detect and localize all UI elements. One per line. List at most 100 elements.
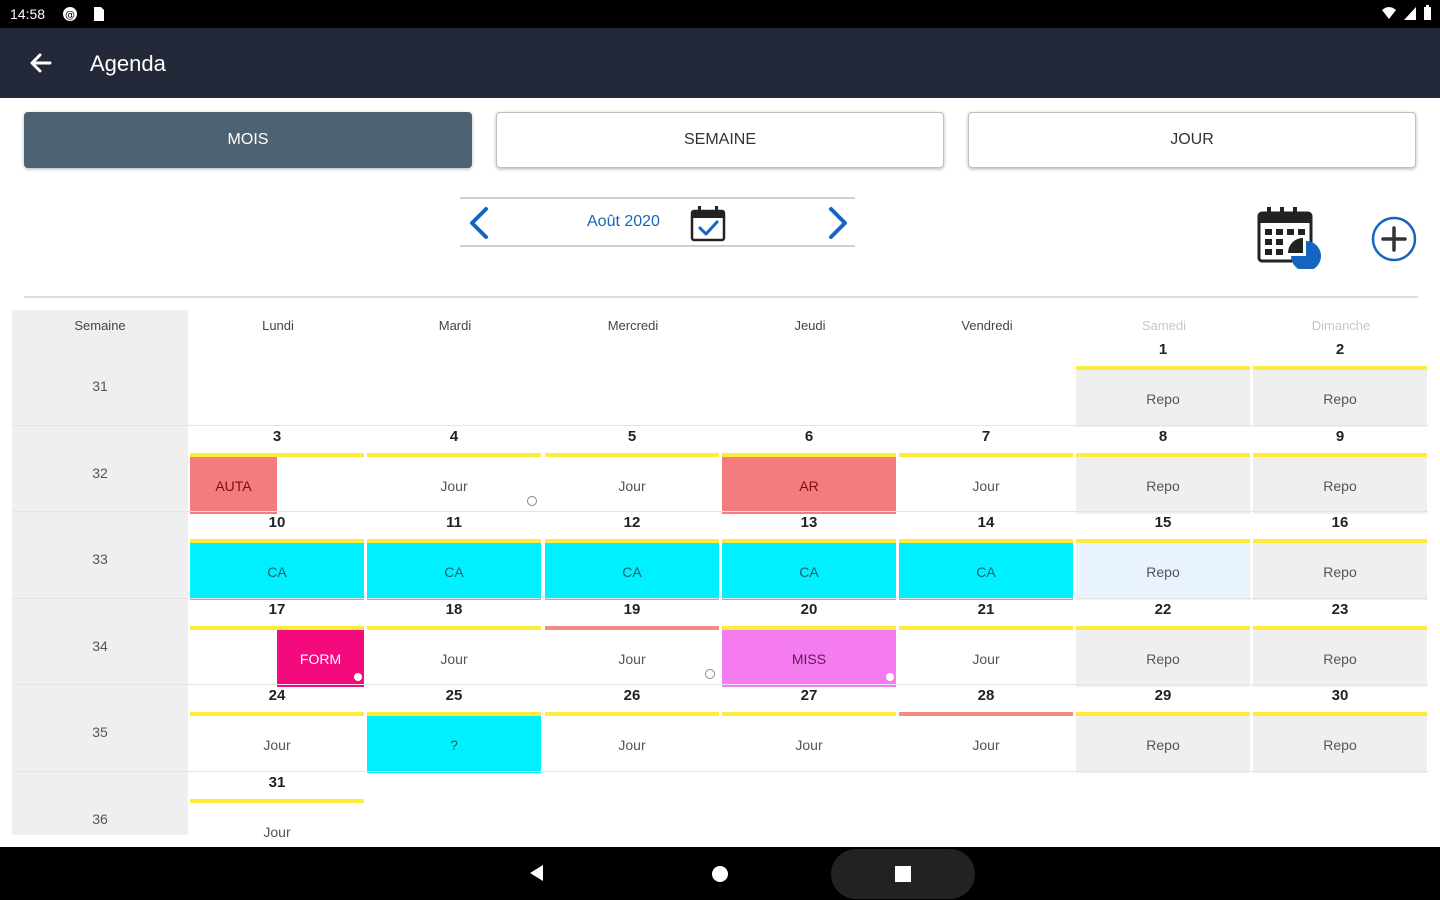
day-event-block[interactable]: Jour	[899, 457, 1073, 514]
day-event-block[interactable]: Repo	[1076, 543, 1250, 600]
day-event-label: Jour	[263, 736, 291, 753]
svg-text:@: @	[65, 10, 75, 21]
day-event-block[interactable]: AUTA	[190, 457, 277, 514]
day-status-line	[1253, 366, 1427, 370]
chevron-right-icon[interactable]	[823, 205, 853, 241]
day-event-label: CA	[799, 563, 819, 580]
app-bar: Agenda	[0, 28, 1440, 98]
day-cell[interactable]: 29 Repo	[1076, 687, 1250, 773]
day-event-block[interactable]: Jour	[367, 630, 541, 687]
day-event-label: Jour	[263, 823, 291, 840]
day-cell[interactable]: 3 AUTA	[190, 428, 364, 514]
day-event-label: Jour	[618, 650, 646, 667]
current-month-label[interactable]: Août 2020	[587, 213, 660, 230]
day-cell[interactable]: 15 Repo	[1076, 514, 1250, 600]
day-event-block[interactable]: Repo	[1076, 716, 1250, 773]
day-number: 3	[272, 428, 282, 445]
day-event-block[interactable]: CA	[190, 543, 364, 600]
day-cell[interactable]: 19 Jour	[545, 601, 719, 687]
day-status-line	[1076, 626, 1250, 630]
day-cell[interactable]: 25?	[367, 687, 541, 773]
day-cell[interactable]: 16 Repo	[1253, 514, 1427, 600]
day-event-block[interactable]: Jour	[722, 716, 896, 773]
sd-card-icon	[94, 7, 104, 21]
day-event-block[interactable]: CA	[367, 543, 541, 600]
day-event-block[interactable]: MISS	[722, 630, 896, 687]
day-cell[interactable]: 27 Jour	[722, 687, 896, 773]
day-event-block[interactable]: Repo	[1076, 630, 1250, 687]
day-event-block[interactable]: Repo	[1076, 457, 1250, 514]
day-event-block[interactable]: Repo	[1076, 370, 1250, 427]
day-cell[interactable]: 30 Repo	[1253, 687, 1427, 773]
battery-icon	[1424, 5, 1431, 20]
day-cell[interactable]: 28 Jour	[899, 687, 1073, 773]
day-header-wednesday: Mercredi	[607, 318, 659, 333]
day-event-block[interactable]: Jour	[899, 630, 1073, 687]
day-header-tuesday: Mardi	[438, 318, 472, 333]
day-cell[interactable]: 23 Repo	[1253, 601, 1427, 687]
add-event-button[interactable]	[1370, 215, 1418, 263]
day-event-block[interactable]: Jour	[899, 716, 1073, 773]
home-circle-icon[interactable]	[710, 864, 730, 884]
day-event-block[interactable]: Jour	[367, 457, 541, 514]
day-cell[interactable]: 22 Repo	[1076, 601, 1250, 687]
day-event-block[interactable]: CA	[722, 543, 896, 600]
day-event-block[interactable]: Jour	[545, 457, 719, 514]
calendar-stats-icon[interactable]	[1256, 205, 1324, 269]
day-event-block[interactable]: CA	[545, 543, 719, 600]
day-cell[interactable]: 14 CA	[899, 514, 1073, 600]
day-cell[interactable]: 10 CA	[190, 514, 364, 600]
day-cell[interactable]: 24 Jour	[190, 687, 364, 773]
day-event-block[interactable]: Repo	[1253, 370, 1427, 427]
day-event-block[interactable]: Jour	[545, 630, 719, 687]
day-event-block[interactable]: Jour	[190, 716, 364, 773]
day-event-label: Repo	[1146, 563, 1180, 580]
day-event-block[interactable]: Repo	[1253, 543, 1427, 600]
day-cell[interactable]: 9 Repo	[1253, 428, 1427, 514]
day-event-block[interactable]: Repo	[1253, 630, 1427, 687]
signal-icon	[1404, 7, 1416, 20]
day-event-block[interactable]: CA	[899, 543, 1073, 600]
day-cell[interactable]: 1 Repo	[1076, 341, 1250, 427]
day-cell[interactable]: 13 CA	[722, 514, 896, 600]
day-event-block[interactable]: ?	[367, 716, 541, 773]
back-triangle-icon[interactable]	[527, 863, 547, 883]
day-status-line	[367, 539, 541, 543]
week-view-button[interactable]: SEMAINE	[496, 112, 944, 168]
day-event-block[interactable]: Repo	[1253, 716, 1427, 773]
day-cell[interactable]: 7 Jour	[899, 428, 1073, 514]
day-cell[interactable]: 17 FORM	[190, 601, 364, 687]
day-cell[interactable]: 5 Jour	[545, 428, 719, 514]
day-cell[interactable]: 2 Repo	[1253, 341, 1427, 427]
day-cell[interactable]: 6 AR	[722, 428, 896, 514]
day-number: 17	[268, 601, 286, 618]
arrow-back-icon[interactable]	[26, 48, 56, 78]
note-indicator-dot	[886, 673, 894, 681]
note-indicator-dot	[705, 669, 715, 679]
recents-square-icon[interactable]	[893, 864, 913, 884]
day-status-line	[899, 626, 1073, 630]
day-cell[interactable]: 4 Jour	[367, 428, 541, 514]
day-cell[interactable]: 11 CA	[367, 514, 541, 600]
day-cell[interactable]: 26 Jour	[545, 687, 719, 773]
chevron-left-icon[interactable]	[464, 205, 494, 241]
day-event-block[interactable]: FORM	[277, 630, 364, 687]
month-view-button[interactable]: MOIS	[24, 112, 472, 168]
day-event-block[interactable]: Repo	[1253, 457, 1427, 514]
day-cell[interactable]: 12 CA	[545, 514, 719, 600]
day-number: 30	[1331, 687, 1349, 704]
day-number: 22	[1154, 601, 1172, 618]
day-cell[interactable]: 18 Jour	[367, 601, 541, 687]
day-cell[interactable]: 8 Repo	[1076, 428, 1250, 514]
day-number: 31	[268, 774, 286, 791]
day-event-block[interactable]: Jour	[545, 716, 719, 773]
day-view-button[interactable]: JOUR	[968, 112, 1416, 168]
week-number: 35	[92, 724, 108, 740]
day-number: 15	[1154, 514, 1172, 531]
day-status-line	[367, 626, 541, 630]
calendar-check-icon[interactable]	[689, 205, 727, 243]
day-event-block[interactable]: AR	[722, 457, 896, 514]
day-cell[interactable]: 20 MISS	[722, 601, 896, 687]
day-cell[interactable]: 21 Jour	[899, 601, 1073, 687]
day-number: 8	[1158, 428, 1168, 445]
